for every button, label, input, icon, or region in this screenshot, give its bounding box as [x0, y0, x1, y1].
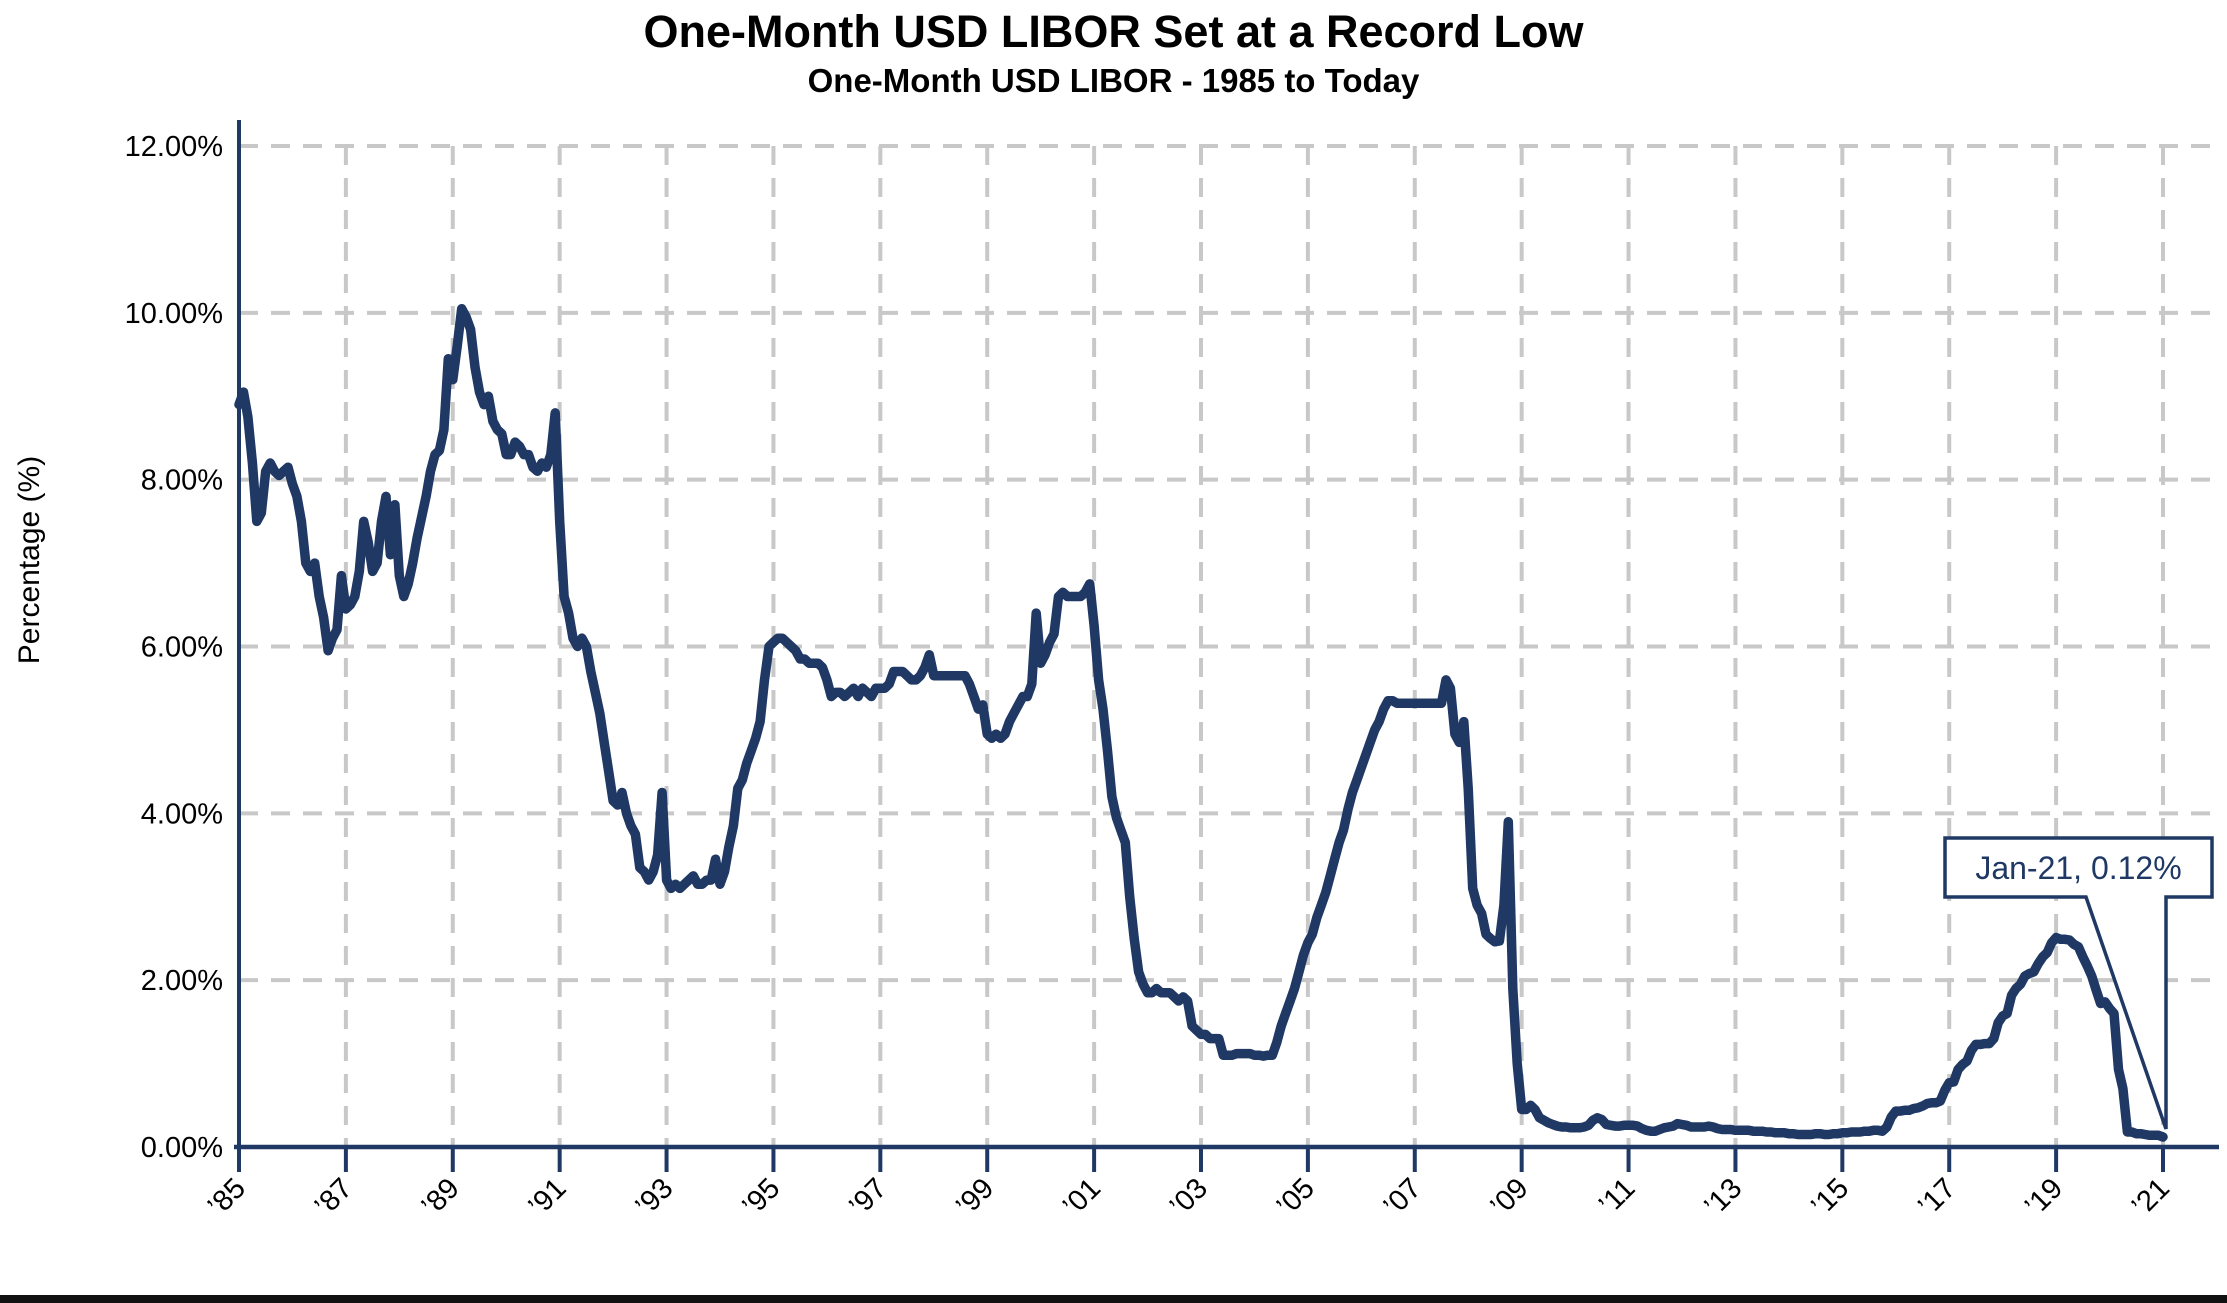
x-tick-label: ’95	[736, 1172, 786, 1222]
annotation-label: Jan-21, 0.12%	[1975, 850, 2181, 886]
x-tick-label: ’93	[630, 1172, 680, 1222]
x-tick-label: ’97	[843, 1172, 893, 1222]
x-tick-label: ’11	[1593, 1172, 1641, 1220]
y-tick-label: 0.00%	[141, 1132, 223, 1164]
x-tick-label: ’07	[1378, 1172, 1428, 1222]
bottom-border-bar	[0, 1295, 2227, 1303]
x-tick-label: ’91	[523, 1172, 573, 1222]
axis-tick-labels: 0.00% 2.00% 4.00% 6.00% 8.00% 10.00% 12.00% ’85…	[125, 131, 2176, 1222]
x-tick-label: ’13	[1698, 1172, 1748, 1222]
x-tick-label: ’01	[1057, 1172, 1107, 1222]
x-tick-label: ’15	[1805, 1172, 1855, 1222]
axes	[234, 120, 2219, 1172]
y-tick-label: 10.00%	[125, 298, 223, 330]
series-line	[234, 303, 2168, 1142]
x-tick-label: ’05	[1271, 1172, 1321, 1222]
callout-annotation: Jan-21, 0.12%	[1943, 836, 2214, 1130]
gridlines	[239, 144, 2215, 1147]
y-tick-label: 6.00%	[141, 632, 223, 664]
libor-series-path	[234, 303, 2168, 1142]
x-tick-label: ’19	[2019, 1172, 2069, 1222]
x-tick-label: ’21	[2126, 1172, 2176, 1222]
x-tick-label: ’17	[1912, 1172, 1962, 1222]
y-tick-label: 8.00%	[141, 465, 223, 497]
x-tick-label: ’09	[1485, 1172, 1535, 1222]
x-tick-label: ’85	[202, 1172, 252, 1222]
x-tick-label: ’89	[416, 1172, 466, 1222]
x-tick-label: ’03	[1164, 1172, 1214, 1222]
chart-subtitle: One-Month USD LIBOR - 1985 to Today	[807, 62, 1420, 99]
x-tick-label: ’87	[309, 1172, 359, 1222]
y-tick-label: 2.00%	[141, 965, 223, 997]
x-tick-label: ’99	[950, 1172, 1000, 1222]
y-tick-label: 4.00%	[141, 798, 223, 830]
chart-title: One-Month USD LIBOR Set at a Record Low	[643, 6, 1584, 57]
annotation-callout-shape	[1943, 836, 2214, 1130]
y-tick-label: 12.00%	[125, 131, 223, 163]
